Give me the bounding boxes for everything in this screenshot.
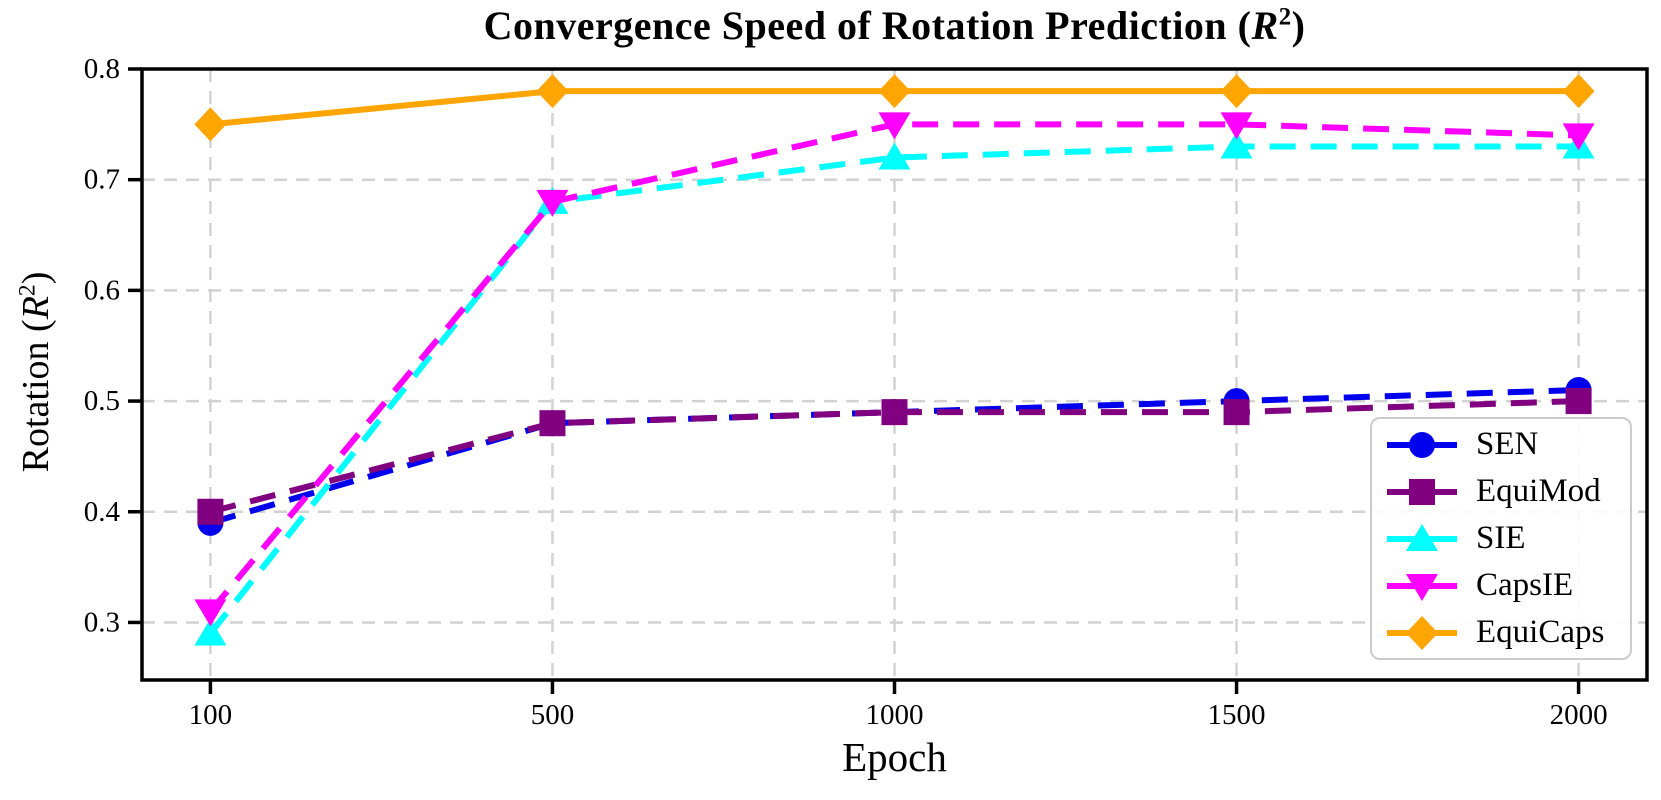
data-point-marker [1565, 388, 1592, 415]
data-point-marker [1406, 615, 1438, 650]
x-axis-label: Epoch [842, 734, 947, 780]
data-point-marker [1406, 573, 1438, 601]
data-point-marker [194, 618, 227, 646]
data-point-marker [1220, 74, 1253, 109]
data-point-marker [1562, 123, 1595, 151]
legend-marker-square [1387, 478, 1457, 505]
y-tick-label: 0.6 [84, 274, 120, 306]
y-tick-label: 0.3 [84, 606, 120, 638]
chart-title: Convergence Speed of Rotation Prediction… [142, 2, 1647, 49]
data-point-marker [197, 498, 224, 525]
axes: 0.3 0.4 0.5 0.6 0.7 0.8 100 500 1000 1500 2000 [84, 53, 1649, 731]
legend-entry-EquiCaps: EquiCaps [1372, 609, 1630, 656]
data-point-marker [878, 74, 911, 109]
data-point-marker [1406, 523, 1438, 551]
data-point-marker [536, 74, 569, 109]
data-point-marker [881, 399, 908, 426]
chart-title-math-var: R [1251, 3, 1279, 48]
data-point-marker [1223, 399, 1250, 426]
y-tick-label: 0.4 [84, 496, 121, 528]
legend-label: EquiCaps [1476, 614, 1605, 650]
legend-marker-diamond [1387, 615, 1457, 650]
legend-label: SEN [1476, 426, 1539, 462]
data-point-marker [194, 107, 227, 142]
y-tick-label: 0.5 [84, 385, 120, 417]
chart-title-exponent: 2 [1278, 3, 1292, 31]
legend-entry-CapsIE: CapsIE [1372, 562, 1630, 609]
y-tick-label: 0.7 [84, 164, 120, 196]
data-point-marker [878, 142, 911, 170]
series-EquiCaps [194, 74, 1595, 142]
y-tick-label: 0.8 [84, 53, 120, 85]
data-point-marker [1409, 478, 1435, 505]
x-tick-label: 500 [531, 699, 575, 731]
tick-marks [128, 67, 1581, 694]
legend-marker-triangle-down [1387, 573, 1457, 601]
legend-label: SIE [1476, 520, 1526, 556]
x-tick-label: 2000 [1550, 699, 1608, 731]
data-point-marker [536, 189, 569, 217]
series-CapsIE [194, 112, 1595, 627]
data-point-marker [194, 599, 227, 627]
legend-label: EquiMod [1476, 473, 1601, 509]
legend-label: CapsIE [1476, 567, 1574, 603]
tick-labels: 0.3 0.4 0.5 0.6 0.7 0.8 100 500 1000 1500 2000 [84, 53, 1608, 731]
legend-marker-circle [1387, 431, 1457, 458]
x-tick-label: 1000 [866, 699, 924, 731]
data-point-marker [1409, 431, 1435, 458]
data-point-marker [1220, 131, 1253, 159]
chart-title-text: Convergence Speed of Rotation Prediction… [483, 3, 1252, 48]
legend: SEN EquiMod SIE CapsIE EquiCaps [1370, 417, 1632, 660]
series-EquiMod [197, 388, 1592, 525]
data-point-marker [878, 112, 911, 140]
data-point-marker [1562, 74, 1595, 109]
data-point-marker [539, 410, 566, 437]
legend-marker-triangle-up [1387, 523, 1457, 551]
legend-entry-EquiMod: EquiMod [1372, 468, 1630, 515]
legend-entry-SIE: SIE [1372, 515, 1630, 562]
chart-title-suffix: ) [1291, 3, 1306, 48]
legend-entry-SEN: SEN [1372, 421, 1630, 468]
x-tick-label: 100 [189, 699, 233, 731]
x-tick-label: 1500 [1208, 699, 1266, 731]
data-point-marker [1220, 112, 1253, 140]
